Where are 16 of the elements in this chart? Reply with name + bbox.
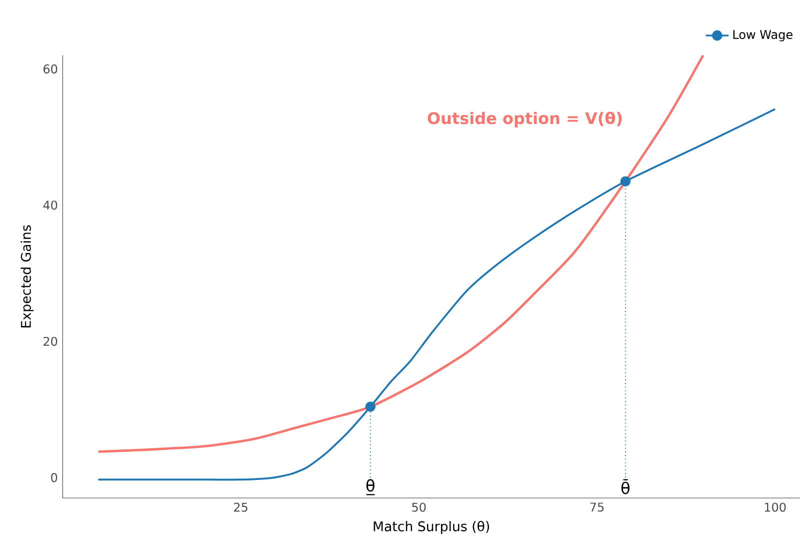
line-series <box>97 108 776 481</box>
x-axis-title: Match Surplus (θ) <box>374 520 490 534</box>
y-tick-label: 0 <box>51 473 58 482</box>
y-tick-label: 20 <box>44 336 58 346</box>
x-tick-label: 25 <box>234 502 248 512</box>
ref-line-label: θ̄ <box>621 479 630 494</box>
ref-line-label: θ̲ <box>366 479 375 496</box>
y-tick-label: 60 <box>44 64 58 74</box>
y-tick-label: 40 <box>43 200 58 210</box>
x-tick-label: 50 <box>412 502 426 512</box>
line-series <box>97 54 704 453</box>
annotation: Outside option = V(θ) <box>428 112 622 128</box>
x-tick-label: 100 <box>764 502 786 512</box>
legend-label: Low Wage <box>733 30 792 42</box>
y-axis-title: Expected Gains <box>20 225 34 328</box>
x-tick-label: 75 <box>590 502 604 512</box>
